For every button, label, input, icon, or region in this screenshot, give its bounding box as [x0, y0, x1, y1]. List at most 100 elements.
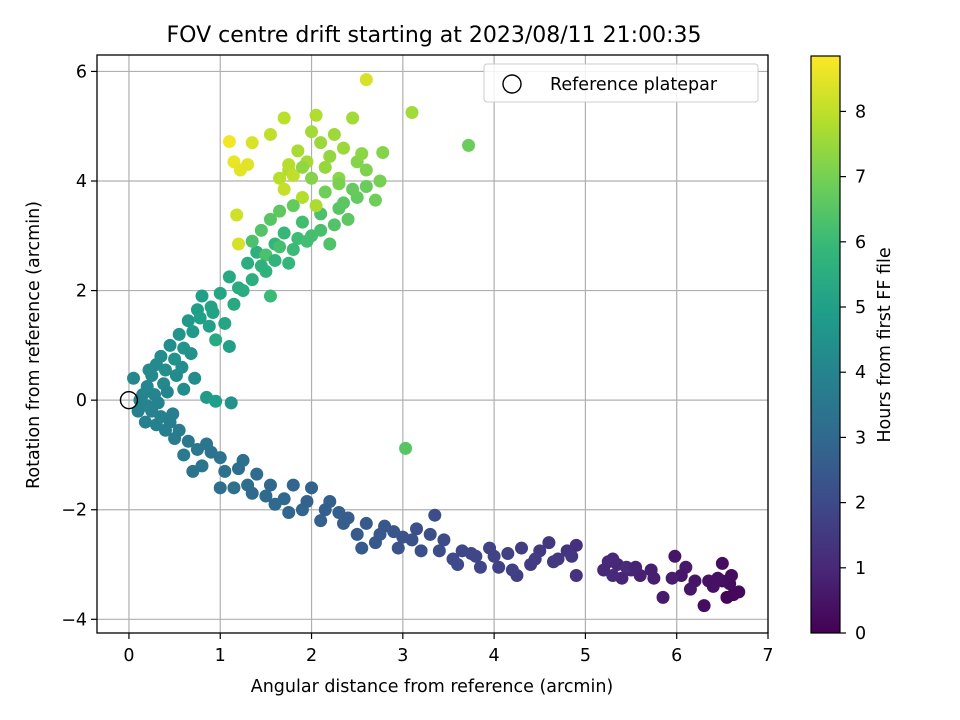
- data-point: [515, 541, 529, 555]
- x-axis-label: Angular distance from reference (arcmin): [251, 677, 614, 697]
- x-tick-label: 0: [123, 646, 134, 666]
- legend: Reference platepar: [483, 63, 759, 103]
- data-point: [209, 333, 223, 347]
- data-point: [300, 495, 314, 509]
- data-point: [332, 177, 346, 191]
- data-point: [273, 171, 287, 185]
- y-tick-label: 4: [76, 172, 87, 192]
- data-point: [166, 407, 180, 421]
- data-point: [149, 418, 163, 432]
- data-point: [186, 325, 200, 339]
- y-tick-label: −2: [61, 501, 87, 521]
- data-point: [399, 441, 413, 455]
- data-point: [295, 160, 309, 174]
- data-point: [528, 552, 542, 566]
- data-point: [318, 160, 332, 174]
- data-point: [168, 432, 182, 446]
- chart-title: FOV centre drift starting at 2023/08/11 …: [167, 23, 702, 48]
- data-point: [391, 541, 405, 555]
- data-point: [175, 360, 189, 374]
- y-axis-ticks: −4 −2 0 2 4 6: [61, 62, 97, 630]
- data-point: [245, 234, 259, 248]
- x-tick-label: 3: [397, 646, 408, 666]
- data-point: [277, 182, 291, 196]
- data-point: [323, 149, 337, 163]
- data-point: [318, 185, 332, 199]
- data-point: [181, 434, 195, 448]
- data-point: [138, 415, 152, 429]
- data-point: [462, 138, 476, 152]
- y-tick-label: −4: [61, 610, 87, 630]
- data-point: [437, 533, 451, 547]
- legend-box: [483, 63, 759, 103]
- data-point: [355, 541, 369, 555]
- legend-label: Reference platepar: [550, 75, 718, 95]
- data-point: [277, 226, 291, 240]
- data-point: [668, 549, 682, 563]
- data-point: [241, 256, 255, 270]
- x-tick-label: 4: [489, 646, 500, 666]
- data-point: [241, 158, 255, 172]
- data-point: [619, 560, 633, 574]
- data-point: [473, 560, 487, 574]
- data-point: [282, 256, 296, 270]
- y-axis-label: Rotation from reference (arcmin): [24, 201, 44, 489]
- scatter-points: [127, 73, 746, 613]
- data-point: [188, 371, 202, 385]
- data-point: [263, 478, 277, 492]
- colorbar-tick-label: 8: [855, 102, 866, 122]
- data-point: [373, 527, 387, 541]
- data-point: [213, 481, 227, 495]
- data-point: [186, 464, 200, 478]
- data-point: [209, 394, 223, 408]
- data-point: [177, 448, 191, 462]
- data-point: [218, 464, 232, 478]
- data-point: [224, 396, 238, 410]
- data-point: [346, 182, 360, 196]
- data-point: [151, 396, 165, 410]
- data-point: [282, 505, 296, 519]
- data-point: [309, 108, 323, 122]
- data-point: [318, 503, 332, 517]
- data-point: [268, 253, 282, 267]
- data-point: [282, 158, 296, 172]
- data-point: [202, 319, 216, 333]
- colorbar-tick-label: 1: [855, 559, 866, 579]
- data-point: [291, 144, 305, 158]
- data-point: [505, 563, 519, 577]
- data-point: [181, 314, 195, 328]
- data-point: [273, 240, 287, 254]
- x-tick-label: 1: [215, 646, 226, 666]
- data-point: [177, 382, 191, 396]
- colorbar-gradient: [811, 56, 840, 633]
- data-point: [665, 571, 679, 585]
- data-point: [263, 127, 277, 141]
- data-point: [206, 305, 220, 319]
- data-point: [350, 527, 364, 541]
- data-point: [423, 527, 437, 541]
- data-point: [601, 555, 615, 569]
- data-point: [706, 579, 720, 593]
- data-point: [542, 536, 556, 550]
- data-point: [172, 327, 186, 341]
- data-point: [546, 555, 560, 569]
- data-point: [254, 223, 268, 237]
- data-point: [455, 544, 469, 558]
- data-point: [569, 568, 583, 582]
- data-point: [286, 199, 300, 213]
- data-point: [154, 349, 168, 363]
- data-point: [647, 571, 661, 585]
- data-point: [200, 437, 214, 451]
- y-tick-label: 0: [76, 391, 87, 411]
- data-point: [629, 560, 643, 574]
- data-point: [683, 582, 697, 596]
- colorbar: 0 1 2 3 4 5 6 7 8 Hours from first FF file: [810, 55, 895, 644]
- data-point: [213, 286, 227, 300]
- data-point: [492, 560, 506, 574]
- data-point: [332, 505, 346, 519]
- colorbar-tick-label: 6: [855, 233, 866, 253]
- colorbar-tick-label: 5: [855, 298, 866, 318]
- colorbar-frame: [810, 55, 841, 634]
- colorbar-label: Hours from first FF file: [875, 247, 895, 442]
